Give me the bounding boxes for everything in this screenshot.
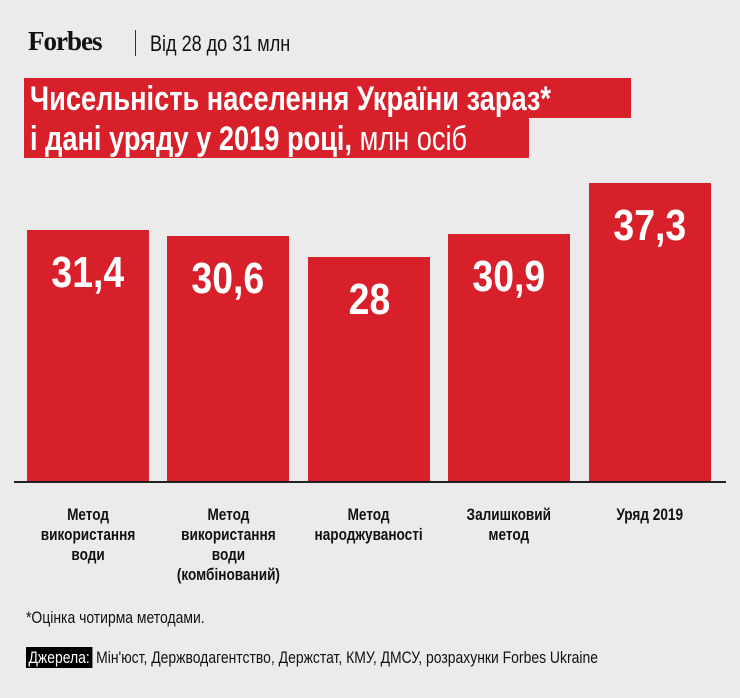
title-text-1: Чисельність населення України зараз* — [30, 80, 552, 118]
value-label: 30,6 — [191, 254, 265, 304]
title-line-1: Чисельність населення України зараз* — [24, 78, 631, 118]
bar — [308, 257, 430, 481]
value-label: 28 — [348, 275, 390, 324]
value-label: 37,3 — [613, 200, 687, 250]
title-text-2: і дані уряду у 2019 році, млн осіб — [30, 120, 467, 158]
bar — [167, 236, 289, 481]
category-label: Метод використання води — [40, 505, 136, 564]
title-main-2: і дані уряду у 2019 році, — [30, 120, 353, 158]
sources-text: Мін'юст, Держводагентство, Держстат, КМУ… — [96, 648, 598, 667]
title-unit: млн осіб — [359, 120, 468, 158]
header-subtitle-text: Від 28 до 31 млн — [150, 31, 291, 56]
title-line-2: і дані уряду у 2019 році, млн осіб — [24, 118, 529, 158]
bar — [589, 182, 711, 481]
forbes-logo: Forbes — [28, 26, 102, 56]
value-label: 30,9 — [472, 251, 546, 301]
footnote: *Оцінка чотирма методами. — [26, 608, 244, 628]
category-label: Метод використання води (комбінований) — [176, 505, 280, 584]
category-label: Уряд 2019 — [616, 505, 684, 524]
footnote-text: *Оцінка чотирма методами. — [26, 608, 205, 627]
category-label: Залишковий метод — [466, 505, 552, 544]
sources-label: Джерела: — [26, 647, 93, 668]
bar — [448, 233, 570, 481]
value-label: 31,4 — [51, 247, 125, 297]
divider — [135, 30, 136, 56]
x-axis-line — [14, 481, 726, 483]
bar — [27, 229, 149, 481]
header-subtitle: Від 28 до 31 млн — [150, 31, 321, 57]
sources: Джерела: Мін'юст, Держводагентство, Держ… — [26, 647, 724, 668]
category-label: Метод народжуваності — [314, 505, 424, 544]
